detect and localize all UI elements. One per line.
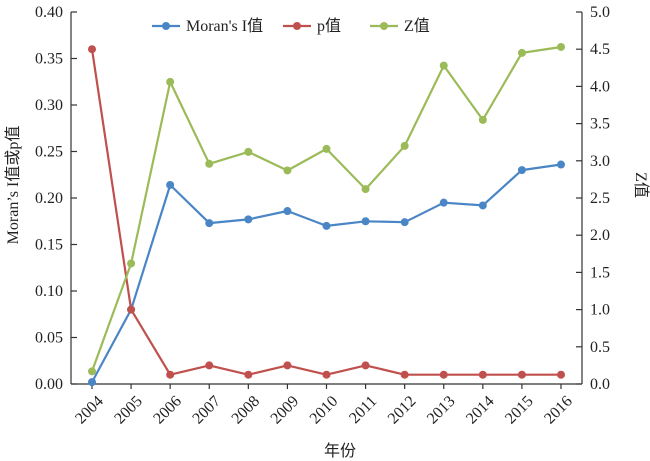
x-tick-label: 2010 (307, 393, 342, 428)
series-1-point (517, 166, 526, 175)
series-2-point (361, 361, 370, 370)
y-right-tick-label: 0.5 (590, 339, 610, 356)
legend-item: p值 (283, 17, 341, 35)
legend-label: Z值 (404, 17, 430, 35)
x-tick-label: 2014 (463, 393, 498, 428)
series-3-point (205, 159, 214, 168)
y-right-tick-label: 5.0 (590, 4, 610, 21)
series-1-line (91, 163, 562, 383)
y-right-tick-label: 3.5 (590, 116, 610, 133)
x-tick-label: 2007 (189, 393, 224, 428)
legend-label: Moran's I值 (186, 17, 263, 35)
series-3-point (322, 144, 331, 153)
y-left-tick-label: 0.15 (35, 237, 63, 254)
series-2-point (517, 370, 526, 379)
series-1-point (166, 180, 175, 189)
x-tick-label: 2015 (502, 393, 537, 428)
y-right-tick-label: 1.0 (590, 302, 610, 319)
series-1-point (244, 215, 253, 224)
y-left-tick-label: 0.20 (35, 190, 63, 207)
series-2-point (127, 305, 136, 314)
series-1-point (400, 218, 409, 227)
y-left-tick-label: 0.40 (35, 4, 63, 21)
series-2-point (439, 370, 448, 379)
y-left-tick-label: 0.00 (35, 376, 63, 393)
y-left-tick-label: 0.05 (35, 330, 63, 347)
x-tick-label: 2005 (111, 393, 146, 428)
y-right-tick-label: 4.5 (590, 41, 610, 58)
series-3-point (557, 42, 565, 51)
y-left-tick-label: 0.10 (35, 283, 63, 300)
series-layer (88, 42, 565, 387)
y-right-tick-label: 0.0 (590, 376, 610, 393)
series-1 (88, 160, 565, 387)
series-3-point (244, 147, 253, 156)
axes-layer: 0.00 0.05 0.10 0.15 0.20 0.25 0.30 0.35 0.40 0.0 0… (35, 4, 610, 427)
x-tick-label: 2012 (385, 393, 420, 428)
series-1-point (361, 217, 370, 226)
series-2-point (244, 370, 253, 379)
y-left-tick-label: 0.25 (35, 144, 63, 161)
legend-item: Z值 (370, 17, 430, 35)
x-tick-label: 2004 (72, 393, 107, 428)
x-tick-label: 2009 (268, 393, 303, 428)
series-2-point (322, 370, 331, 379)
series-1-point (88, 378, 96, 387)
series-3-point (517, 48, 526, 57)
x-tick-label: 2011 (346, 393, 380, 427)
series-3-point (400, 141, 409, 150)
series-1-point (478, 201, 487, 210)
series-3-point (166, 77, 175, 86)
series-1-point (283, 207, 292, 216)
series-3-point (88, 367, 96, 376)
legend-item: Moran's I值 (152, 17, 263, 35)
series-2-point (88, 45, 96, 54)
series-3-point (361, 185, 370, 194)
series-2-point (283, 361, 292, 370)
y-left-tick-label: 0.35 (35, 51, 63, 68)
x-tick-label: 2016 (541, 393, 576, 428)
y-right-tick-label: 2.0 (590, 227, 610, 244)
series-3-point (478, 115, 487, 124)
series-2-point (205, 361, 214, 370)
series-2-point (557, 370, 565, 379)
series-1-point (439, 198, 448, 207)
y-right-tick-label: 2.5 (590, 190, 610, 207)
series-2-point (166, 370, 175, 379)
y-right-tick-label: 3.0 (590, 153, 610, 170)
x-tick-label: 2008 (229, 393, 264, 428)
series-3-point (439, 61, 448, 70)
x-tick-label: 2013 (424, 393, 459, 428)
y-axis-left-title: Moran’s I值或p值 (4, 126, 22, 245)
legend-swatch-marker (380, 22, 388, 30)
legend: Moran's I值 p值 Z值 (152, 17, 430, 35)
series-1-point (322, 221, 331, 230)
y-right-tick-label: 1.5 (590, 264, 610, 281)
x-axis-title: 年份 (324, 442, 356, 460)
series-3-point (283, 166, 292, 175)
series-3 (88, 42, 565, 376)
legend-swatch-marker (293, 22, 301, 30)
y-axis-right-title: Z值 (632, 172, 650, 198)
series-2-point (478, 370, 487, 379)
legend-label: p值 (317, 17, 341, 35)
series-3-point (127, 259, 136, 268)
legend-swatch-marker (162, 22, 170, 30)
series-2-point (400, 370, 409, 379)
y-left-tick-label: 0.30 (35, 97, 63, 114)
series-2 (88, 45, 565, 379)
y-right-tick-label: 4.0 (590, 78, 610, 95)
series-1-point (205, 219, 214, 228)
series-1-point (557, 160, 565, 169)
x-tick-label: 2006 (150, 393, 185, 428)
